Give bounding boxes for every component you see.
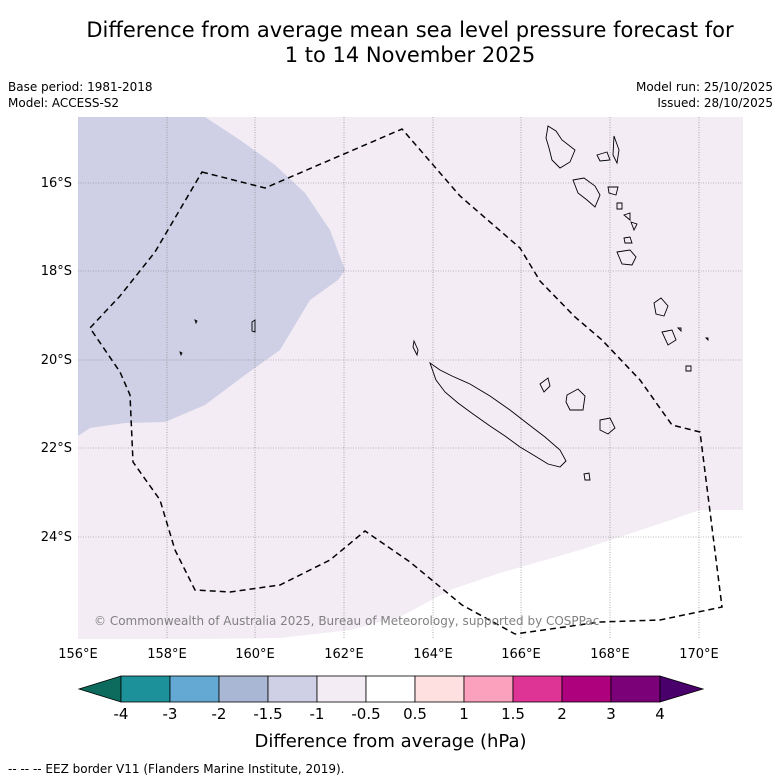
model-run: Model run: 25/10/2025 <box>635 80 773 94</box>
lat-label-18s: 18°S <box>40 264 72 279</box>
gridlines <box>78 117 743 639</box>
espiritu-santo-island <box>545 125 576 169</box>
lat-label-22s: 22°S <box>40 441 72 456</box>
colorbar-tick-2: -2 <box>211 705 227 723</box>
colorbar-segment-1 <box>120 675 171 703</box>
lon-label-168e: 168°E <box>590 647 630 662</box>
new-caledonia-island <box>429 361 567 468</box>
colorbar-segment-8 <box>463 675 514 703</box>
small-islands-east <box>676 327 709 372</box>
colorbar-tick-0: -4 <box>113 705 129 723</box>
colorbar-segment-12 <box>659 675 705 703</box>
issued-date: Issued: 28/10/2025 <box>657 96 773 110</box>
lifou-island <box>565 388 586 411</box>
lat-label-24s: 24°S <box>40 530 72 545</box>
map-panel <box>78 117 743 639</box>
lat-label-16s: 16°S <box>40 176 72 191</box>
lon-label-158e: 158°E <box>147 647 187 662</box>
eez-legend-note: -- -- -- EEZ border V11 (Flanders Marine… <box>8 762 345 776</box>
erromango-island <box>616 249 637 266</box>
colorbar-tick-3: -1.5 <box>253 705 283 723</box>
colorbar-segment-2 <box>169 675 220 703</box>
ambrym-island <box>607 186 619 196</box>
map-title: Difference from average mean sea level p… <box>0 18 781 68</box>
chesterfield-reefs <box>179 319 256 357</box>
efate-island <box>623 236 633 244</box>
colorbar-tick-8: 1.5 <box>501 705 525 723</box>
colorbar <box>77 675 705 703</box>
title-line-1: Difference from average mean sea level p… <box>86 18 734 42</box>
isle-of-pines <box>583 472 591 481</box>
colorbar-tick-4: -1 <box>309 705 325 723</box>
model-name: Model: ACCESS-S2 <box>8 96 120 110</box>
lon-label-164e: 164°E <box>413 647 453 662</box>
lon-label-166e: 166°E <box>501 647 541 662</box>
colorbar-tick-1: -3 <box>162 705 178 723</box>
colorbar-segment-4 <box>267 675 318 703</box>
belep-islands <box>412 339 419 357</box>
vanuatu-northern-islands <box>596 135 620 165</box>
colorbar-segment-7 <box>414 675 465 703</box>
colorbar-tick-9: 2 <box>557 705 567 723</box>
epi-islands <box>616 202 638 232</box>
metadata-left: Base period: 1981-2018 Model: ACCESS-S2 <box>8 79 153 111</box>
colorbar-segment-9 <box>512 675 563 703</box>
malekula-island <box>572 177 601 208</box>
colorbar-label: Difference from average (hPa) <box>254 731 527 752</box>
aneityum-island <box>661 329 677 346</box>
colorbar-segment-10 <box>561 675 612 703</box>
colorbar-segment-6 <box>365 675 416 703</box>
colorbar-tick-6: 0.5 <box>403 705 427 723</box>
colorbar-segment-5 <box>316 675 367 703</box>
eez-border <box>89 128 723 635</box>
lon-label-156e: 156°E <box>58 647 98 662</box>
mare-island <box>599 417 616 435</box>
title-line-2: 1 to 14 November 2025 <box>284 43 536 67</box>
lon-label-170e: 170°E <box>679 647 719 662</box>
shade-band-medium <box>78 117 345 436</box>
copyright-notice: © Commonwealth of Australia 2025, Bureau… <box>94 614 600 628</box>
ouvea-island <box>539 377 551 393</box>
lat-label-20s: 20°S <box>40 353 72 368</box>
colorbar-tick-7: 1 <box>459 705 469 723</box>
colorbar-tick-11: 4 <box>655 705 665 723</box>
colorbar-tick-5: -0.5 <box>351 705 381 723</box>
lon-label-160e: 160°E <box>235 647 275 662</box>
metadata-right: Model run: 25/10/2025 Issued: 28/10/2025 <box>636 79 773 111</box>
colorbar-segment-3 <box>218 675 269 703</box>
tanna-island <box>653 297 669 317</box>
colorbar-segment-0 <box>77 675 122 703</box>
colorbar-tick-10: 3 <box>606 705 616 723</box>
base-period: Base period: 1981-2018 <box>8 80 153 94</box>
lon-label-162e: 162°E <box>324 647 364 662</box>
colorbar-segment-11 <box>610 675 661 703</box>
